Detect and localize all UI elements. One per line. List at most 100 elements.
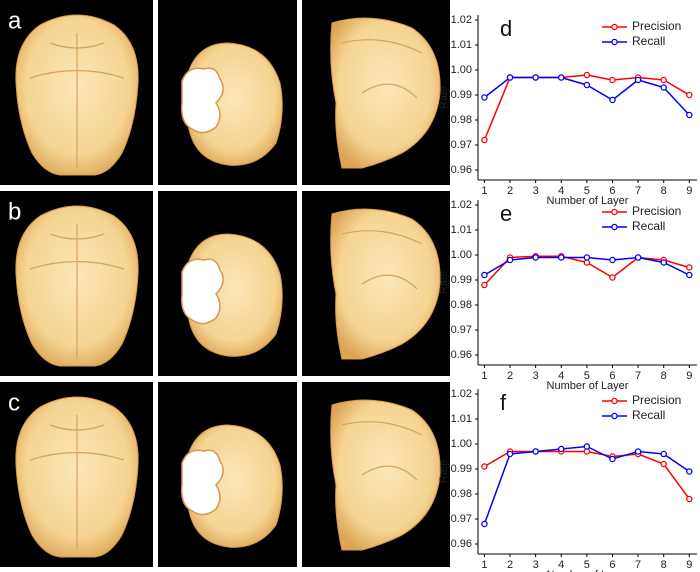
y-tick-label: 1.00 — [451, 438, 472, 450]
panel-label: f — [500, 390, 507, 415]
series-line — [484, 450, 690, 500]
brain-render — [15, 14, 139, 176]
data-point — [481, 271, 488, 279]
x-tick-label: 2 — [507, 185, 513, 197]
data-point — [660, 450, 667, 458]
panel-label: c — [8, 389, 20, 416]
data-point — [660, 259, 667, 266]
y-tick-label: 0.98 — [451, 299, 472, 311]
line-chart: 0.96 0.97 0.98 0.99 1.00 1.01 1.02 1 2 3 4 5 6 7 8 9 Num… — [438, 14, 697, 207]
x-tick-label: 2 — [507, 370, 513, 382]
panel-label: e — [500, 201, 512, 226]
data-point — [481, 136, 488, 144]
y-tick-label: 0.98 — [451, 488, 472, 500]
y-tick-label: 0.99 — [451, 274, 472, 286]
data-point — [506, 256, 514, 264]
x-tick-label: 6 — [609, 185, 615, 197]
data-point — [609, 274, 616, 281]
data-point — [583, 81, 591, 89]
y-tick-label: 0.96 — [451, 349, 472, 361]
y-axis-label: Rate — [438, 460, 450, 483]
legend-label: Precision — [632, 19, 681, 33]
x-axis-label: Number of Layer — [547, 380, 629, 392]
y-tick-label: 1.00 — [451, 64, 472, 76]
x-tick-label: 8 — [661, 370, 667, 382]
data-point — [634, 254, 642, 261]
x-tick-label: 9 — [686, 370, 692, 382]
y-tick-label: 1.02 — [451, 388, 472, 400]
data-point — [609, 96, 616, 104]
legend-marker — [611, 208, 618, 216]
image-grid: a b c — [0, 0, 450, 567]
legend-label: Recall — [632, 34, 665, 48]
y-tick-label: 1.01 — [451, 224, 472, 236]
line-chart: 0.96 0.97 0.98 0.99 1.00 1.01 1.02 1 2 3 4 5 6 7 8 9 Num… — [438, 199, 697, 392]
data-point — [609, 256, 616, 264]
data-point — [532, 254, 539, 261]
legend-label: Precision — [632, 393, 681, 407]
data-point — [557, 74, 565, 81]
x-tick-label: 5 — [584, 185, 590, 197]
data-point — [481, 281, 488, 289]
x-tick-label: 5 — [584, 559, 590, 571]
y-tick-label: 0.97 — [451, 513, 472, 525]
data-point — [583, 71, 591, 79]
legend-marker — [611, 38, 618, 46]
data-point — [506, 74, 514, 81]
x-tick-label: 4 — [558, 185, 564, 197]
legend-marker — [611, 223, 618, 231]
y-tick-label: 1.01 — [451, 39, 472, 51]
brain-render — [180, 424, 283, 549]
y-tick-label: 0.97 — [451, 139, 472, 151]
data-point — [481, 520, 488, 528]
y-tick-label: 1.00 — [451, 249, 472, 261]
panel-label: d — [500, 16, 512, 41]
x-tick-label: 3 — [533, 559, 539, 571]
y-tick-label: 0.99 — [451, 463, 472, 475]
legend-label: Precision — [632, 204, 681, 218]
data-point — [532, 74, 539, 81]
data-point — [686, 495, 693, 503]
legend-marker — [611, 412, 618, 420]
legend-label: Recall — [632, 219, 665, 233]
x-tick-label: 6 — [609, 559, 615, 571]
x-tick-label: 3 — [533, 370, 539, 382]
data-point — [686, 91, 693, 99]
data-point — [481, 463, 488, 470]
y-tick-label: 1.02 — [451, 199, 472, 211]
y-axis-label: Rate — [438, 86, 450, 109]
y-tick-label: 1.02 — [451, 14, 472, 26]
data-point — [609, 76, 616, 84]
brain-render — [180, 233, 283, 358]
y-tick-label: 0.99 — [451, 89, 472, 101]
x-tick-label: 1 — [481, 370, 487, 382]
x-tick-label: 1 — [481, 185, 487, 197]
data-point — [481, 94, 488, 101]
data-point — [686, 264, 693, 271]
y-tick-label: 0.96 — [451, 538, 472, 550]
data-point — [583, 443, 591, 450]
brain-render — [15, 205, 139, 367]
x-tick-label: 7 — [635, 559, 641, 571]
x-tick-label: 5 — [584, 370, 590, 382]
data-point — [660, 460, 667, 468]
x-axis-label: Number of Layer — [547, 569, 629, 572]
data-point — [634, 448, 642, 455]
data-point — [686, 111, 693, 119]
panel-label: b — [8, 198, 21, 225]
x-tick-label: 6 — [609, 370, 615, 382]
y-tick-label: 0.97 — [451, 324, 472, 336]
brain-render — [15, 396, 139, 558]
data-point — [532, 448, 539, 455]
legend-marker — [611, 397, 618, 405]
panel-label: a — [8, 7, 22, 34]
data-point — [634, 76, 642, 84]
x-tick-label: 4 — [558, 370, 564, 382]
data-point — [557, 445, 565, 453]
x-tick-label: 7 — [635, 185, 641, 197]
y-tick-label: 0.98 — [451, 114, 472, 126]
data-point — [557, 254, 565, 261]
x-tick-label: 2 — [507, 559, 513, 571]
line-chart: 0.96 0.97 0.98 0.99 1.00 1.01 1.02 1 2 3 4 5 6 7 8 9 Num… — [438, 388, 697, 572]
x-tick-label: 8 — [661, 559, 667, 571]
